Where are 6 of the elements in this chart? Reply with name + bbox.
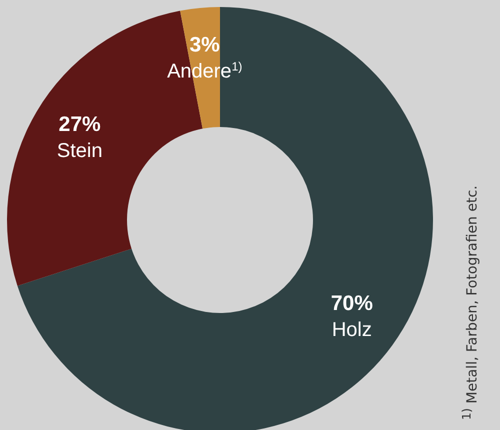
data-label: 3% — [189, 34, 220, 57]
slice-label: Holz — [332, 318, 372, 341]
data-label: 27% — [58, 113, 102, 136]
data-label: 70% — [330, 292, 374, 315]
slice-label: Andere$^{1)}$ — [167, 60, 242, 83]
slice-label: Stein — [56, 140, 102, 162]
